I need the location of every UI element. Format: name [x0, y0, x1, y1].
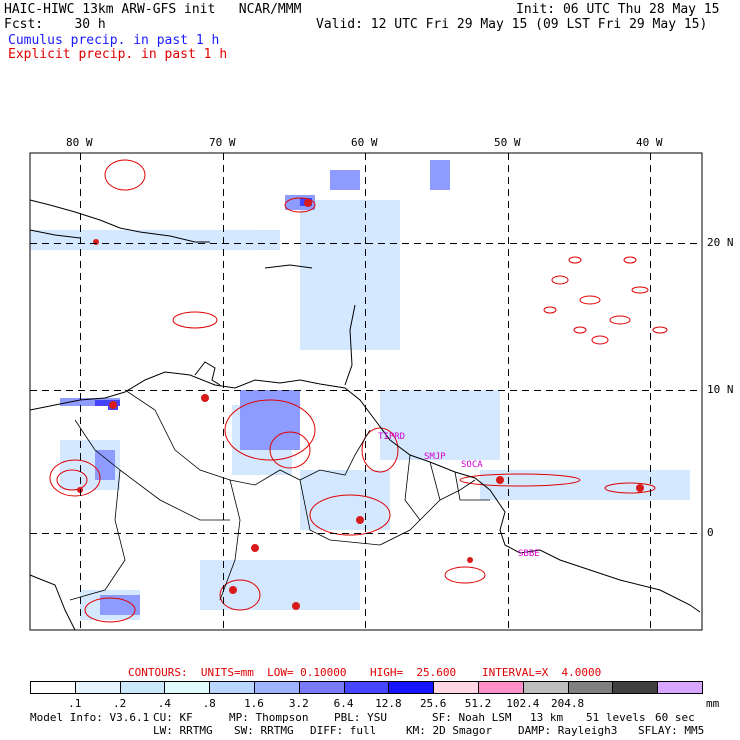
cumulus-legend: Cumulus precip. in past 1 h: [8, 33, 220, 48]
colorbar-tick-label: 204.8: [551, 697, 585, 710]
lat-lon-grid: [30, 153, 702, 630]
coastlines: [29, 199, 701, 631]
chart-title: HAIC-HIWC 13km ARW-GFS init NCAR/MMM: [4, 2, 302, 17]
colorbar-tick-label: 1.6: [244, 697, 264, 710]
colorbar-swatch: [209, 681, 255, 694]
forecast-hour: Fcst: 30 h: [4, 17, 106, 32]
colorbar-swatch: [522, 681, 569, 694]
colorbar-swatch: [567, 681, 614, 694]
model-info-item: CU: KF: [153, 711, 193, 724]
colorbar-swatch: [74, 681, 121, 694]
colorbar-swatch: [119, 681, 166, 694]
colorbar-tick-label: .8: [202, 697, 216, 710]
model-info-item: SFLAY: MM5: [638, 724, 705, 737]
explicit-precip-contours: [49, 159, 668, 623]
lon-label-60w: 60 W: [351, 136, 378, 149]
colorbar-unit: mm: [706, 697, 720, 710]
colorbar-swatch: [433, 681, 479, 694]
model-info-item: DIFF: full: [310, 724, 377, 737]
model-info-item: LW: RRTMG: [153, 724, 213, 737]
lat-label-10n: 10 N: [707, 383, 734, 396]
colorbar-swatch: [657, 681, 703, 694]
colorbar-swatch: [30, 681, 76, 694]
colorbar-tick-label: 25.6: [419, 697, 447, 710]
colorbar-swatch: [298, 681, 345, 694]
model-info-item: 60 sec: [655, 711, 695, 724]
lon-label-40w: 40 W: [636, 136, 663, 149]
map-frame: [29, 152, 703, 631]
colorbar-swatch: [343, 681, 390, 694]
site-label-smjp: SMJP: [424, 452, 446, 462]
colorbar-swatch: [478, 681, 524, 694]
site-label-soca: SOCA: [461, 460, 483, 470]
explicit-legend: Explicit precip. in past 1 h: [8, 47, 228, 62]
colorbar-swatch: [164, 681, 211, 694]
country-borders: [69, 389, 490, 601]
lon-label-50w: 50 W: [494, 136, 521, 149]
colorbar-tick-label: 3.2: [288, 697, 309, 710]
cumulus-precip-shading: [30, 160, 690, 620]
model-info-item: SW: RRTMG: [234, 724, 294, 737]
model-info-item: 51 levels: [586, 711, 646, 724]
model-info-item: PBL: YSU: [334, 711, 387, 724]
colorbar-tick-label: 12.8: [375, 697, 402, 710]
lon-label-70w: 70 W: [209, 136, 236, 149]
site-label-tiprd: TIPRD: [378, 432, 406, 442]
colorbar-tick-label: 6.4: [333, 697, 354, 710]
colorbar-swatch: [612, 681, 659, 694]
colorbar-tick-label: .4: [157, 697, 172, 710]
colorbar-tick-label: 102.4: [506, 697, 540, 710]
colorbar-swatch: [254, 681, 300, 694]
model-info-item: 13 km: [530, 711, 564, 724]
colorbar-tick-label: .2: [112, 697, 127, 710]
contours-info: CONTOURS: UNITS=mm LOW= 0.10000: [128, 666, 347, 679]
contours-interval: INTERVAL=X 4.0000: [482, 666, 602, 679]
colorbar-swatch: [388, 681, 435, 694]
model-info-item: SF: Noah LSM: [432, 711, 512, 724]
valid-time: Valid: 12 UTC Fri 29 May 15 (09 LST Fri …: [316, 17, 708, 32]
lat-label-0: 0: [707, 526, 714, 539]
lat-label-20n: 20 N: [707, 236, 734, 249]
model-info-item: MP: Thompson: [229, 711, 309, 724]
colorbar-tick-label: 51.2: [464, 697, 492, 710]
lon-label-80w: 80 W: [66, 136, 93, 149]
model-info-item: KM: 2D Smagor: [406, 724, 493, 737]
model-info-item: DAMP: Rayleigh3: [518, 724, 618, 737]
heavy-precip-cores: [77, 199, 644, 610]
init-time: Init: 06 UTC Thu 28 May 15: [516, 2, 720, 17]
colorbar-tick-label: .1: [68, 697, 82, 710]
site-label-sbbe: SBBE: [518, 549, 540, 559]
model-info-item: Model Info: V3.6.1: [30, 711, 150, 724]
contours-high: HIGH= 25.600: [370, 666, 457, 679]
